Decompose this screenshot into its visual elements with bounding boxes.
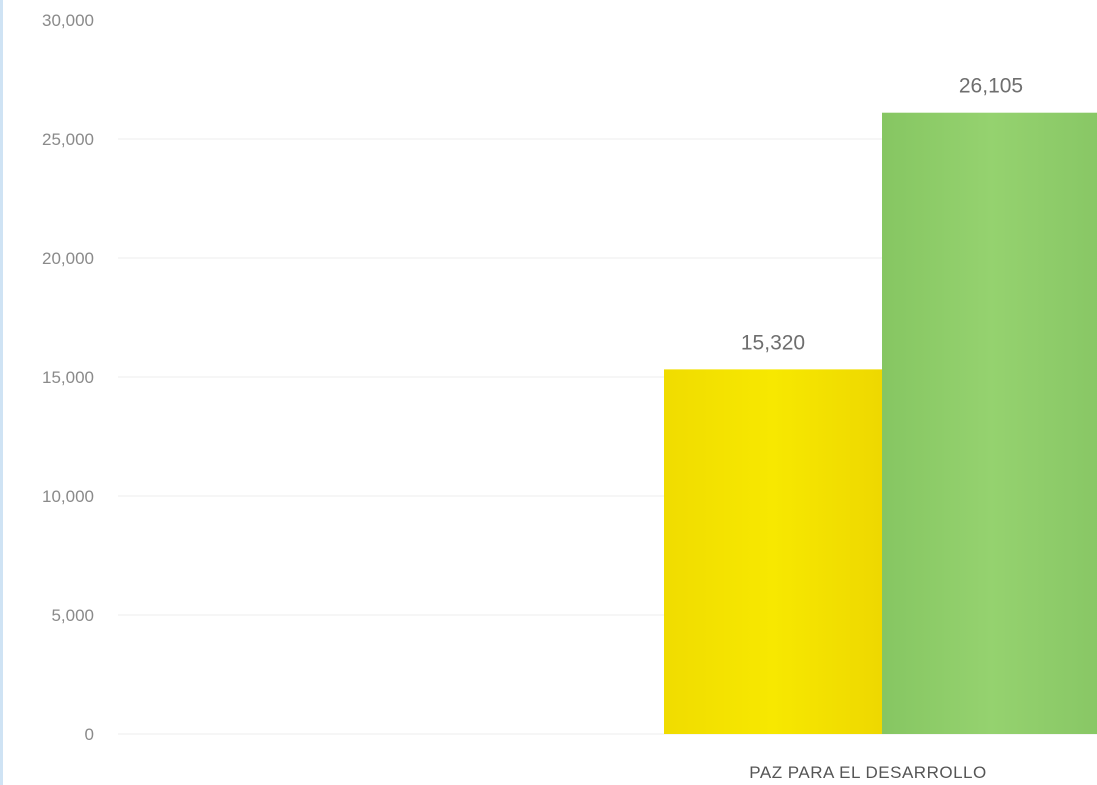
bar	[664, 369, 882, 734]
y-tick-label: 15,000	[42, 368, 94, 387]
y-tick-label: 30,000	[42, 11, 94, 30]
y-tick-label: 0	[85, 725, 94, 744]
y-tick-label: 10,000	[42, 487, 94, 506]
y-tick-label: 20,000	[42, 249, 94, 268]
bar	[882, 112, 1097, 735]
y-tick-label: 25,000	[42, 130, 94, 149]
bar-value-label: 26,105	[959, 75, 1023, 98]
left-edge-line	[0, 0, 3, 785]
data-labels: 15,320 26,105	[741, 75, 1023, 355]
y-tick-label: 5,000	[51, 606, 94, 625]
category-labels: PAZ PARA EL DESARROLLO	[749, 763, 986, 782]
bar-value-label: 15,320	[741, 331, 805, 354]
y-axis-ticks: 0 5,000 10,000 15,000 20,000 25,000 30,000	[42, 11, 94, 744]
bars	[664, 112, 1097, 735]
category-label: PAZ PARA EL DESARROLLO	[749, 763, 986, 782]
